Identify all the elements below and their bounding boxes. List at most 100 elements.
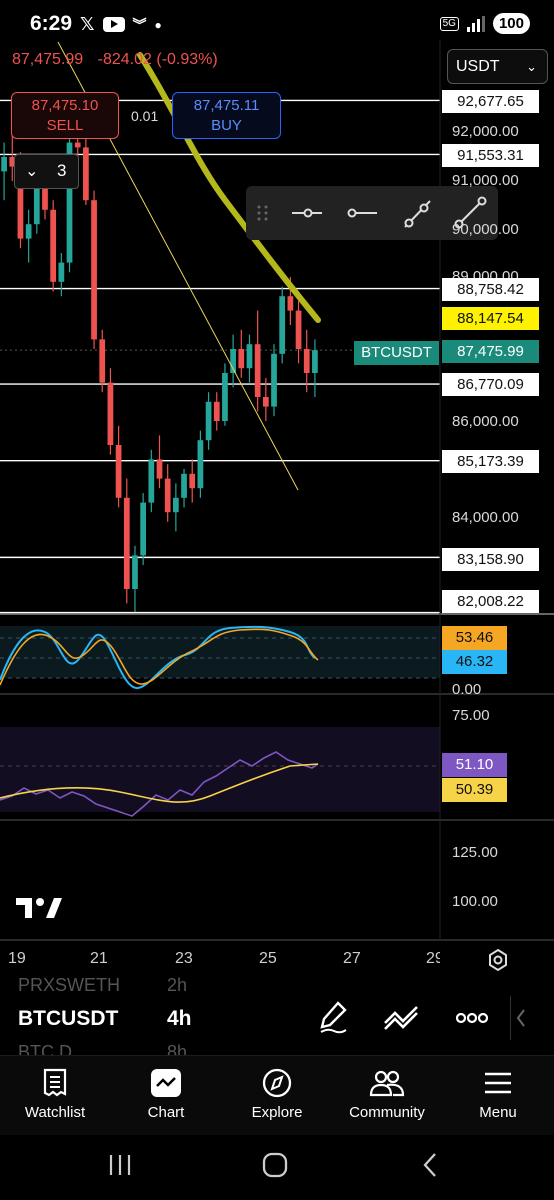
x-tick: 23 [175,950,193,967]
osc2-line-b [0,763,319,803]
x-tick: 25 [259,950,277,967]
status-bar: 6:29 𝕏 ︾ ● 5G 100 [0,0,554,50]
candle-body [254,344,261,397]
osc2-band [0,727,440,812]
pencil-drawing-icon[interactable] [318,1000,348,1034]
quote-header: 87,475.99 -824.02 (-0.93%) [12,51,218,69]
chevron-left-icon[interactable] [516,1008,526,1028]
candle-body [123,497,130,589]
osc1-line-b [0,628,319,686]
candle-body [197,440,204,489]
osc2-top: 75.00 [452,707,490,724]
level-label: 82,008.22 [442,590,539,613]
recent-apps-icon[interactable] [107,1153,133,1177]
candle-body [115,445,122,498]
app-chevron-icon: ︾ [132,16,147,33]
chevron-down-icon: ⌄ [25,163,39,180]
lots-selector[interactable]: ⌄ 3 [14,154,79,189]
trend-line-icon[interactable] [404,200,431,228]
nav-explore[interactable]: Explore [227,1068,327,1121]
compass-icon [262,1068,292,1098]
prev-timeframe[interactable]: 2h [167,975,188,995]
candle-body [9,157,16,167]
notification-icons: 𝕏 ︾ ● [80,14,162,35]
candle-body [50,209,57,282]
sell-price: 87,475.10 [31,97,99,114]
currency-select[interactable]: USDT ⌄ [447,49,548,84]
candle-body [164,478,171,513]
drag-handle-icon[interactable] [257,205,268,221]
settings-gear-icon[interactable] [486,948,510,972]
hamburger-menu-icon [485,1072,511,1094]
x-tick: 27 [343,950,361,967]
candle-body [262,397,269,407]
trend-line-price-label: 88,147.54 [442,307,539,330]
buy-price: 87,475.11 [193,97,260,114]
buy-button[interactable]: 87,475.11 BUY [172,92,281,139]
candle-body [156,459,163,479]
osc1-value-1: 53.46 [442,626,507,650]
timeframe[interactable]: 4h [167,1007,192,1030]
symbol-name[interactable]: BTCUSDT [18,1007,119,1030]
tradingview-logo [16,898,62,918]
dot-icon: ● [154,17,162,32]
axis-tick: 90,000.00 [452,221,519,238]
last-price: 87,475.99 [12,51,84,68]
osc3-tick: 125.00 [452,844,498,861]
clock: 6:29 [30,12,73,35]
x-app-icon: 𝕏 [80,14,95,34]
candle-body [148,459,155,503]
price-change: -824.02 [97,51,152,68]
axis-tick: 91,000.00 [452,172,519,189]
prev-symbol[interactable]: PRXSWETH [18,975,121,995]
sell-button[interactable]: 87,475.10 SELL [11,92,119,139]
system-navigation-bar [0,1135,554,1200]
community-icon [369,1070,405,1097]
indicators-icon[interactable] [383,1005,419,1031]
divider [510,996,511,1040]
candle-body [303,349,310,373]
x-tick: 29 [426,950,440,967]
level-label: 91,553.31 [442,144,539,167]
chart-icon [151,1069,181,1097]
home-icon[interactable] [262,1152,288,1178]
candle-body [33,185,40,225]
sell-label: SELL [46,117,84,134]
back-icon[interactable] [422,1152,438,1178]
nav-menu[interactable]: Menu [448,1068,548,1121]
axis-tick: 86,000.00 [452,413,519,430]
system-status: 5G 100 [439,13,530,34]
axis-tick: 84,000.00 [452,509,519,526]
nav-community[interactable]: Community [337,1068,437,1121]
nav-label: Chart [147,1104,185,1121]
candle-body [74,142,81,148]
bottom-navigation: Watchlist Chart Explore Community Menu [0,1055,554,1136]
more-options-icon[interactable] [456,1012,488,1024]
osc1-value-2: 46.32 [442,650,507,674]
candle-body [181,473,187,498]
buy-label: BUY [211,117,242,134]
nav-label: Menu [479,1104,517,1121]
candle-body [17,166,24,239]
currency-select-value: USDT [456,58,500,75]
nav-watchlist[interactable]: Watchlist [5,1068,105,1121]
candle-body [189,473,196,489]
osc2-value-2: 50.39 [442,778,507,802]
candle-body [238,349,245,369]
x-tick: 19 [8,950,26,967]
candle-body [42,185,48,210]
horizontal-ray-icon[interactable] [292,208,322,218]
ray-line-icon[interactable] [454,196,487,229]
nav-label: Community [349,1104,425,1121]
osc2-line-a [0,751,319,817]
candle-body [1,157,7,172]
nav-label: Explore [251,1104,303,1121]
candle-body [140,502,147,556]
candle-body [107,382,114,445]
candle-body [312,350,318,373]
level-label: 92,677.65 [442,90,539,113]
candle-body [205,401,212,441]
horizontal-line-icon[interactable] [347,208,378,218]
nav-chart[interactable]: Chart [116,1068,216,1121]
osc3-tick: 100.00 [452,893,498,910]
